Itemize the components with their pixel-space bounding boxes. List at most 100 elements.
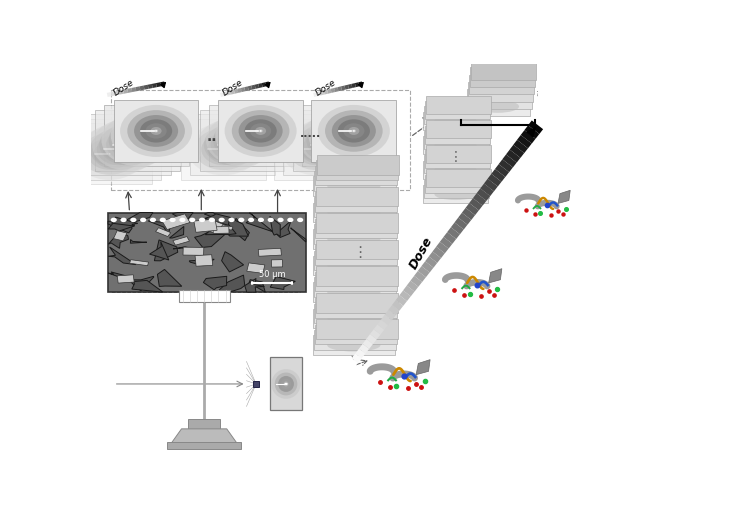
Polygon shape [95,110,180,171]
Circle shape [241,139,243,141]
Circle shape [228,218,235,222]
Polygon shape [169,226,184,238]
Polygon shape [313,203,395,223]
Circle shape [310,133,342,156]
Polygon shape [123,213,153,223]
Circle shape [90,128,147,170]
Circle shape [343,134,346,137]
Circle shape [308,110,381,162]
Polygon shape [469,75,534,94]
Circle shape [248,218,254,222]
Circle shape [219,218,225,222]
Circle shape [140,119,172,143]
Circle shape [187,123,260,175]
Polygon shape [274,119,359,180]
Polygon shape [276,220,291,237]
Circle shape [197,119,269,171]
Polygon shape [313,256,395,276]
Polygon shape [77,119,161,180]
Circle shape [155,130,157,131]
Polygon shape [302,105,387,166]
Circle shape [278,218,284,222]
Circle shape [221,148,225,151]
Polygon shape [425,101,491,119]
Polygon shape [253,381,260,387]
Polygon shape [201,290,224,292]
Ellipse shape [327,233,381,245]
Circle shape [260,130,262,131]
Text: ·····: ····· [300,132,321,142]
Circle shape [115,124,160,156]
Circle shape [287,218,294,222]
Polygon shape [317,155,399,174]
Polygon shape [423,185,488,203]
Circle shape [231,132,252,148]
Circle shape [334,128,355,143]
Circle shape [104,150,115,158]
Circle shape [313,124,357,156]
Circle shape [304,129,348,161]
Polygon shape [316,293,398,313]
Polygon shape [86,114,171,175]
Circle shape [122,141,133,149]
Polygon shape [258,248,281,257]
Polygon shape [315,272,397,292]
Circle shape [290,119,362,171]
Polygon shape [218,275,245,292]
Circle shape [246,131,257,139]
Circle shape [220,124,264,156]
Circle shape [332,115,376,147]
Circle shape [250,135,252,136]
Circle shape [211,129,254,161]
Polygon shape [218,100,303,162]
Circle shape [204,124,262,165]
Polygon shape [246,213,273,232]
Polygon shape [291,228,306,242]
Polygon shape [423,112,488,130]
Polygon shape [155,228,171,236]
Text: Dose: Dose [221,77,245,98]
Ellipse shape [327,286,381,298]
Circle shape [284,383,288,385]
Polygon shape [426,169,491,187]
Circle shape [353,130,355,131]
Circle shape [108,142,130,157]
Polygon shape [188,419,220,429]
Circle shape [333,138,338,142]
Circle shape [218,145,229,153]
Circle shape [154,129,158,132]
Polygon shape [203,219,223,234]
Polygon shape [114,100,198,162]
Polygon shape [104,105,189,166]
Polygon shape [128,276,154,291]
Polygon shape [195,255,213,266]
Circle shape [170,218,176,222]
Circle shape [319,128,351,152]
Polygon shape [316,240,398,260]
Polygon shape [293,110,378,171]
Circle shape [130,218,136,222]
Polygon shape [315,219,397,238]
Circle shape [258,218,264,222]
Polygon shape [314,198,396,217]
Polygon shape [130,240,147,243]
Circle shape [343,135,346,136]
Circle shape [111,110,183,162]
Polygon shape [108,222,134,231]
Polygon shape [313,309,395,329]
Polygon shape [315,165,397,185]
Circle shape [111,218,117,222]
Polygon shape [311,100,397,162]
Polygon shape [200,110,284,171]
Circle shape [130,124,163,147]
Circle shape [103,138,135,161]
Circle shape [99,124,157,165]
Circle shape [250,123,271,138]
Circle shape [206,114,278,166]
Polygon shape [313,335,395,355]
Ellipse shape [434,188,477,200]
Polygon shape [114,231,127,241]
Circle shape [128,110,185,152]
Circle shape [240,138,244,142]
Polygon shape [190,259,214,266]
